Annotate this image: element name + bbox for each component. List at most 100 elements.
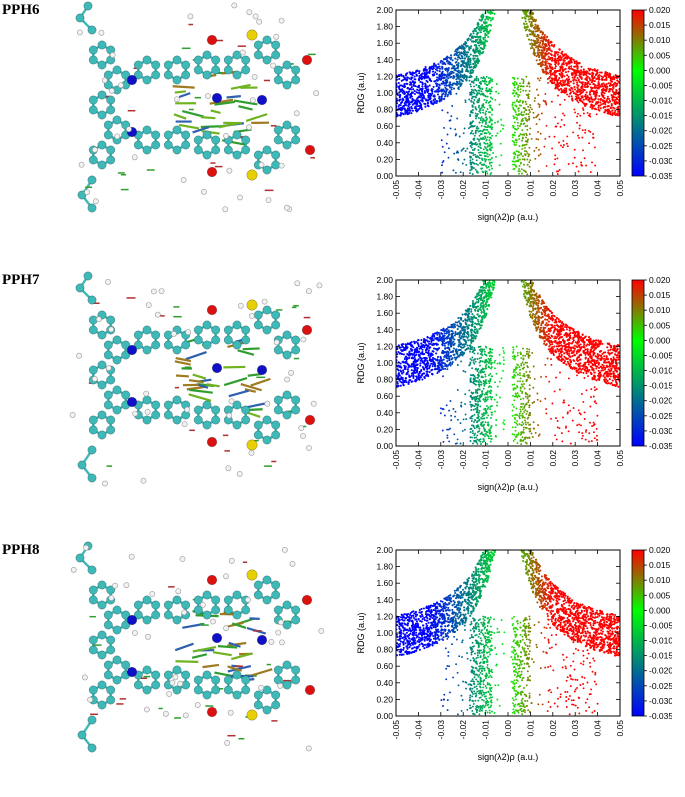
data-point [469, 142, 471, 144]
atom-h [317, 283, 322, 288]
data-point [555, 84, 557, 86]
data-point [543, 146, 545, 148]
data-point [607, 112, 609, 114]
y-tick-label: 1.20 [376, 71, 393, 81]
data-point [469, 115, 471, 117]
atom-c [98, 91, 106, 99]
data-point [411, 100, 413, 102]
data-point [559, 169, 561, 171]
data-point [397, 94, 399, 96]
data-point [469, 83, 471, 85]
data-point [470, 111, 472, 113]
data-point [571, 58, 573, 60]
data-point [514, 154, 516, 156]
data-point [410, 84, 412, 86]
data-point [577, 135, 579, 137]
data-point [476, 39, 478, 41]
atom-c [107, 426, 115, 434]
data-point [541, 33, 543, 35]
atom-c [104, 391, 112, 399]
data-point [593, 137, 595, 139]
data-point [423, 376, 425, 378]
data-point [600, 107, 602, 109]
data-point [592, 83, 594, 85]
data-point [521, 148, 523, 150]
data-point [544, 64, 546, 66]
data-point [526, 134, 528, 136]
data-point [535, 30, 537, 32]
data-point [616, 90, 618, 92]
data-point [480, 47, 482, 49]
data-point [572, 79, 574, 81]
data-point [526, 129, 528, 131]
data-point [552, 68, 554, 70]
data-point [554, 51, 556, 53]
data-point [521, 140, 523, 142]
atom-c [292, 66, 300, 74]
data-point [512, 102, 514, 104]
data-point [611, 109, 613, 111]
data-point [484, 136, 486, 138]
atom-h [226, 466, 231, 471]
data-point [451, 67, 453, 69]
data-point [399, 98, 401, 100]
data-point [564, 92, 566, 94]
data-point [468, 127, 470, 129]
data-point [554, 158, 556, 160]
isosurface-patch [183, 384, 199, 387]
data-point [615, 97, 617, 99]
data-point [444, 368, 446, 370]
data-point [559, 66, 561, 68]
data-point [446, 68, 448, 70]
data-point [472, 109, 474, 111]
atom-c [182, 131, 190, 139]
data-point [512, 168, 514, 170]
atom-c [134, 141, 142, 149]
atom-c [98, 141, 106, 149]
data-point [440, 60, 442, 62]
data-point [517, 94, 519, 96]
data-point [423, 103, 425, 105]
data-point [406, 110, 408, 112]
data-point [524, 13, 526, 15]
data-point [471, 130, 473, 132]
data-point [446, 56, 448, 58]
data-point [584, 364, 586, 366]
data-point [517, 127, 519, 129]
data-point [546, 36, 548, 38]
atom-c [173, 396, 181, 404]
data-point [568, 163, 570, 165]
atom-c [242, 136, 250, 144]
data-point [486, 149, 488, 151]
data-point [487, 19, 489, 21]
data-point [522, 118, 524, 120]
data-point [460, 337, 462, 339]
atom-c [98, 161, 106, 169]
data-point [410, 112, 412, 114]
data-point [560, 145, 562, 147]
data-point [460, 51, 462, 53]
data-point [576, 82, 578, 84]
isosurface-patch [189, 379, 204, 383]
data-point [443, 58, 445, 60]
data-point [528, 287, 530, 289]
atom-c [224, 146, 232, 154]
isosurface-patch [294, 358, 299, 360]
data-point [556, 157, 558, 159]
data-point [446, 95, 448, 97]
data-point [430, 369, 432, 371]
data-point [420, 95, 422, 97]
atom-c [272, 421, 280, 429]
data-point [574, 149, 576, 151]
atom-c [254, 321, 262, 329]
data-point [439, 74, 441, 76]
data-point [452, 169, 454, 171]
data-point [470, 332, 472, 334]
data-point [427, 81, 429, 83]
data-point [526, 35, 528, 37]
data-point [486, 129, 488, 131]
data-point [461, 150, 463, 152]
data-point [524, 170, 526, 172]
atom-h [201, 189, 206, 194]
data-point [513, 117, 515, 119]
